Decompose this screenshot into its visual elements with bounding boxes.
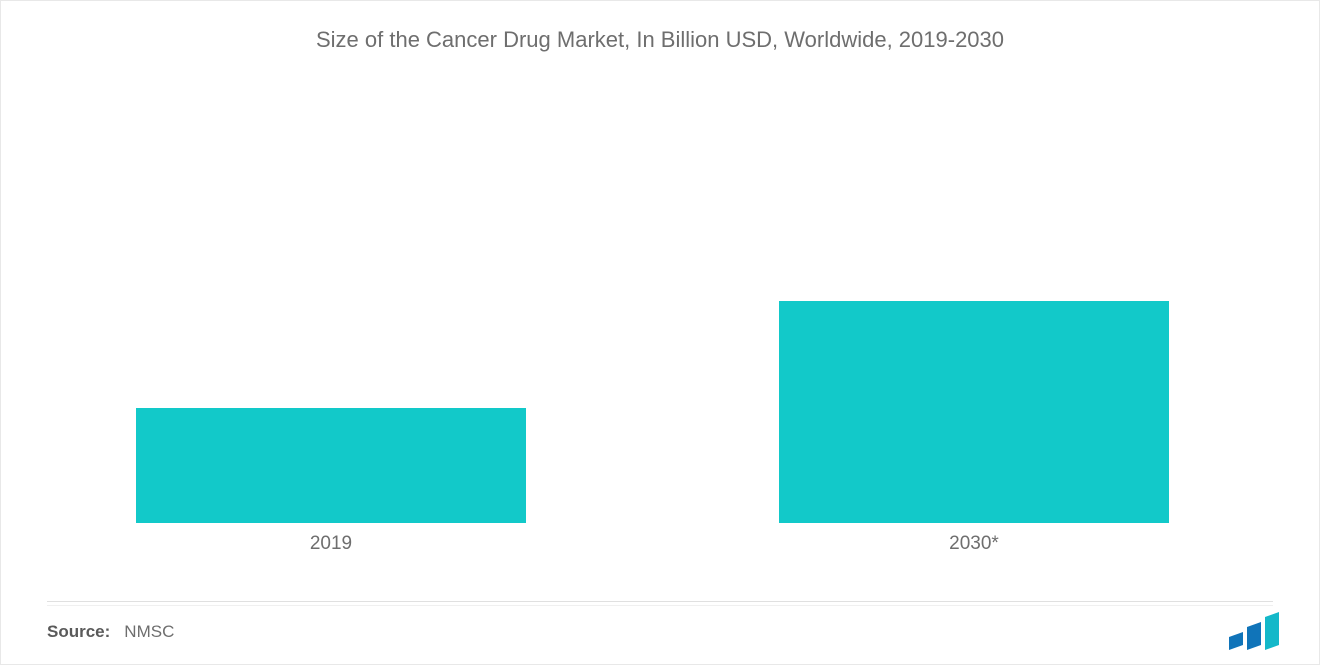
source-label: Source: (47, 622, 110, 642)
bar-group-1: 2030* (779, 301, 1169, 523)
footer: Source: NMSC (47, 622, 174, 642)
chart-title: Size of the Cancer Drug Market, In Billi… (1, 27, 1319, 53)
chart-container: Size of the Cancer Drug Market, In Billi… (0, 0, 1320, 665)
divider-line (47, 605, 1273, 606)
brand-logo (1227, 610, 1285, 650)
bar-0 (136, 408, 526, 523)
divider-line-shadow (47, 601, 1273, 602)
source-value: NMSC (124, 622, 174, 642)
bar-1 (779, 301, 1169, 523)
bar-label-1: 2030* (779, 533, 1169, 555)
bar-group-0: 2019 (136, 408, 526, 523)
bar-label-0: 2019 (136, 533, 526, 555)
chart-plot-area: 2019 2030* (1, 83, 1319, 523)
